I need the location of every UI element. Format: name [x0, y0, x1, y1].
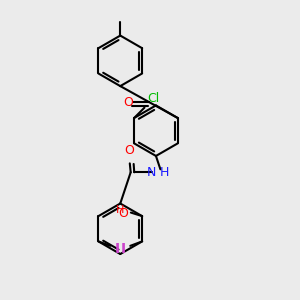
Text: O: O: [123, 96, 133, 109]
Text: O: O: [118, 207, 128, 220]
Text: O: O: [124, 144, 134, 158]
Text: I: I: [121, 242, 126, 256]
Text: H: H: [116, 205, 124, 215]
Text: H: H: [160, 166, 169, 179]
Text: N: N: [147, 166, 156, 179]
Text: Cl: Cl: [147, 92, 160, 105]
Text: I: I: [115, 242, 120, 256]
